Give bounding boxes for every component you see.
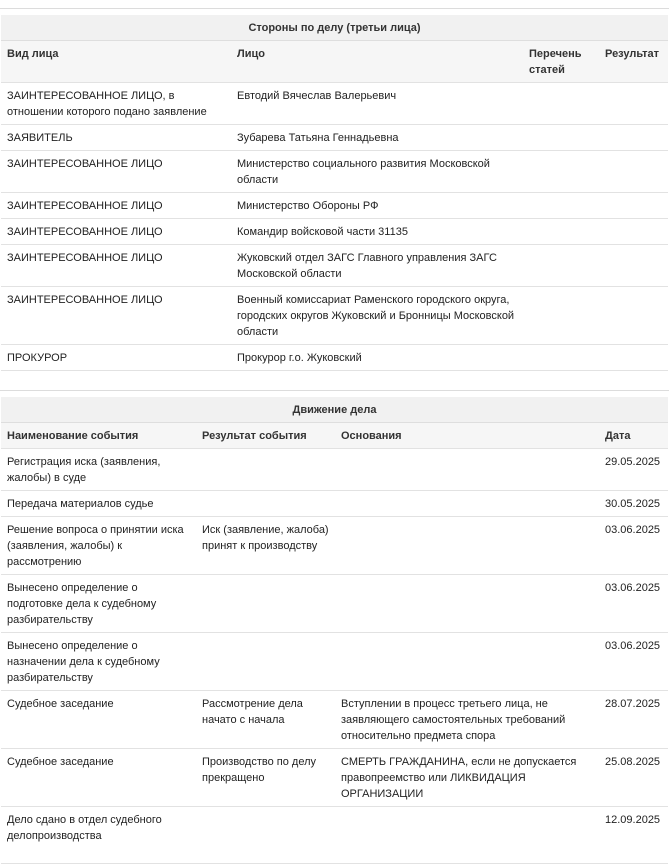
table-cell: Дело сдано в отдел судебного делопроизво… (1, 806, 196, 864)
table-cell (599, 124, 668, 151)
table-row: Регистрация иска (заявления, жалобы) в с… (1, 448, 668, 491)
table-row: Вынесено определение о назначении дела к… (1, 632, 668, 691)
table-cell (599, 150, 668, 193)
table-cell: Военный комиссариат Раменского городског… (231, 286, 523, 345)
table-cell (523, 218, 599, 245)
table-cell (599, 244, 668, 287)
table-cell (523, 124, 599, 151)
table-row: Вынесено определение о подготовке дела к… (1, 574, 668, 633)
table-row: Решение вопроса о принятии иска (заявлен… (1, 516, 668, 575)
table-row: ПРОКУРОР Прокурор г.о. Жуковский (1, 344, 668, 371)
table-cell (196, 490, 335, 517)
table-cell: Регистрация иска (заявления, жалобы) в с… (1, 448, 196, 491)
table-cell: 30.05.2025 (599, 490, 668, 517)
table-cell: Министерство Обороны РФ (231, 192, 523, 219)
parties-table: Стороны по делу (третьи лица) Вид лица Ли… (1, 15, 668, 371)
table-cell (523, 286, 599, 345)
table-cell (196, 574, 335, 633)
table-cell (599, 286, 668, 345)
table-cell (196, 632, 335, 691)
table-cell (523, 344, 599, 371)
table-cell: ЗАИНТЕРЕСОВАННОЕ ЛИЦО (1, 150, 231, 193)
table-row: ЗАИНТЕРЕСОВАННОЕ ЛИЦО, в отношении котор… (1, 82, 668, 125)
table-cell (335, 574, 599, 633)
table-cell: Судебное заседание (1, 690, 196, 749)
table-row: Передача материалов судье 30.05.2025 (1, 490, 668, 517)
table-cell: 29.05.2025 (599, 448, 668, 491)
table-cell: Решение вопроса о принятии иска (заявлен… (1, 516, 196, 575)
table-cell (335, 806, 599, 864)
table-cell (523, 192, 599, 219)
table-cell: Евтодий Вячеслав Валерьевич (231, 82, 523, 125)
table-row: ЗАИНТЕРЕСОВАННОЕ ЛИЦО Командир войсковой … (1, 218, 668, 245)
table-cell (196, 448, 335, 491)
table-cell (335, 448, 599, 491)
table-cell: ЗАИНТЕРЕСОВАННОЕ ЛИЦО (1, 244, 231, 287)
table-cell: ЗАИНТЕРЕСОВАННОЕ ЛИЦО (1, 218, 231, 245)
table-row: Дело сдано в отдел судебного делопроизво… (1, 806, 668, 864)
table-cell: Жуковский отдел ЗАГС Главного управления… (231, 244, 523, 287)
table-cell: ЗАИНТЕРЕСОВАННОЕ ЛИЦО (1, 192, 231, 219)
table-row: Судебное заседание Производство по делу п… (1, 748, 668, 807)
table-row: ЗАИНТЕРЕСОВАННОЕ ЛИЦО Жуковский отдел ЗАГ… (1, 244, 668, 287)
table-cell: Командир войсковой части 31135 (231, 218, 523, 245)
table-cell: 25.08.2025 (599, 748, 668, 807)
table-cell: Прокурор г.о. Жуковский (231, 344, 523, 371)
table-cell: Зубарева Татьяна Геннадьевна (231, 124, 523, 151)
table-cell (196, 806, 335, 864)
table-cell: ЗАЯВИТЕЛЬ (1, 124, 231, 151)
column-header: Основания (335, 422, 599, 449)
case-movement-table-title: Движение дела (1, 397, 668, 423)
table-cell: Передача материалов судье (1, 490, 196, 517)
table-cell (335, 490, 599, 517)
table-row: ЗАИНТЕРЕСОВАННОЕ ЛИЦО Военный комиссариат… (1, 286, 668, 345)
table-cell: СМЕРТЬ ГРАЖДАНИНА, если не допускается п… (335, 748, 599, 807)
divider (0, 390, 669, 391)
table-cell: 03.06.2025 (599, 632, 668, 691)
table-cell: 28.07.2025 (599, 690, 668, 749)
table-cell (335, 632, 599, 691)
parties-table-title: Стороны по делу (третьи лица) (1, 15, 668, 41)
table-cell: ЗАИНТЕРЕСОВАННОЕ ЛИЦО (1, 286, 231, 345)
table-cell (523, 244, 599, 287)
table-cell: 03.06.2025 (599, 574, 668, 633)
table-cell (523, 150, 599, 193)
table-row: Судебное заседание Рассмотрение дела нача… (1, 690, 668, 749)
table-cell: ПРОКУРОР (1, 344, 231, 371)
table-row: ЗАИНТЕРЕСОВАННОЕ ЛИЦО Министерство Оборон… (1, 192, 668, 219)
table-cell: 12.09.2025 (599, 806, 668, 864)
table-cell: Иск (заявление, жалоба) принят к произво… (196, 516, 335, 575)
table-row: ЗАЯВИТЕЛЬ Зубарева Татьяна Геннадьевна (1, 124, 668, 151)
column-header: Результат (599, 40, 668, 83)
table-cell: 03.06.2025 (599, 516, 668, 575)
table-cell: Вынесено определение о назначении дела к… (1, 632, 196, 691)
table-cell (599, 218, 668, 245)
table-cell: Рассмотрение дела начато с начала (196, 690, 335, 749)
table-cell (599, 344, 668, 371)
table-cell (599, 192, 668, 219)
case-movement-table: Движение дела Наименование события Резуль… (1, 397, 668, 864)
column-header: Дата (599, 422, 668, 449)
divider (0, 8, 669, 9)
table-row: ЗАИНТЕРЕСОВАННОЕ ЛИЦО Министерство социал… (1, 150, 668, 193)
table-cell: Вынесено определение о подготовке дела к… (1, 574, 196, 633)
table-cell: ЗАИНТЕРЕСОВАННОЕ ЛИЦО, в отношении котор… (1, 82, 231, 125)
table-cell: Производство по делу прекращено (196, 748, 335, 807)
table-cell (335, 516, 599, 575)
table-cell: Судебное заседание (1, 748, 196, 807)
column-header: Вид лица (1, 40, 231, 83)
column-header: Наименование события (1, 422, 196, 449)
table-cell (599, 82, 668, 125)
column-header: Перечень статей (523, 40, 599, 83)
column-header: Лицо (231, 40, 523, 83)
table-cell (523, 82, 599, 125)
table-cell: Вступлении в процесс третьего лица, не з… (335, 690, 599, 749)
table-cell: Министерство социального развития Москов… (231, 150, 523, 193)
column-header: Результат события (196, 422, 335, 449)
